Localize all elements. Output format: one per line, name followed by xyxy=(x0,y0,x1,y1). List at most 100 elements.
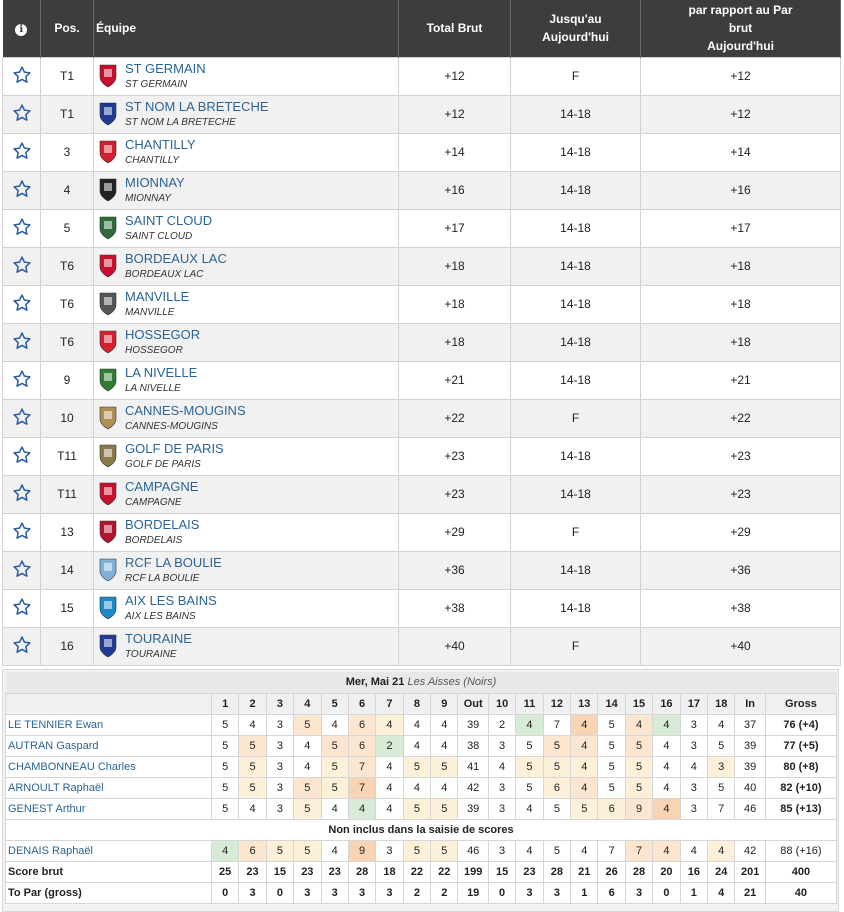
team-header[interactable]: Équipe xyxy=(93,0,399,57)
team-name-link[interactable]: ST GERMAIN xyxy=(125,60,206,76)
favorite-cell[interactable] xyxy=(2,322,41,362)
total-value-cell: 1 xyxy=(570,881,599,904)
favorite-cell[interactable] xyxy=(2,132,41,172)
team-name-link[interactable]: TOURAINE xyxy=(125,630,192,646)
player-row[interactable]: CHAMBONNEAU Charles 5 5 3 4 5 7 4 5 5 41 4 5 5 4 5 5 4 4 3 3… xyxy=(5,755,838,778)
leaderboard-row[interactable]: T1 ST NOM LA BRETECHE ST NOM LA BRETECHE +1… xyxy=(2,94,841,134)
score-cell: 5 xyxy=(624,776,654,799)
favorite-cell[interactable] xyxy=(2,588,41,628)
position-cell: T6 xyxy=(40,322,94,362)
leaderboard-row[interactable]: 13 BORDELAIS BORDELAIS +29 F +29 xyxy=(2,512,841,552)
favorite-cell[interactable] xyxy=(2,246,41,286)
favorite-star-icon[interactable] xyxy=(12,331,32,351)
total-value-cell: 3 xyxy=(624,881,654,904)
team-name-link[interactable]: CHANTILLY xyxy=(125,136,196,152)
favorite-cell[interactable] xyxy=(2,360,41,400)
favorite-cell[interactable] xyxy=(2,170,41,210)
team-name-link[interactable]: LA NIVELLE xyxy=(125,364,198,380)
team-logo-icon xyxy=(97,290,119,318)
team-name-link[interactable]: HOSSEGOR xyxy=(125,326,201,342)
team-name-link[interactable]: BORDEAUX LAC xyxy=(125,250,227,266)
leaderboard-row[interactable]: T11 GOLF DE PARIS GOLF DE PARIS +23 14-18 +23 xyxy=(2,436,841,476)
player-name-link[interactable]: LE TENNIER Ewan xyxy=(5,713,212,736)
favorite-star-icon[interactable] xyxy=(12,445,32,465)
par-header[interactable]: par rapport au Par brut Aujourd'hui xyxy=(640,0,841,57)
leaderboard-row[interactable]: T6 HOSSEGOR HOSSEGOR +18 14-18 +18 xyxy=(2,322,841,362)
total-cell: +29 xyxy=(398,512,511,552)
favorite-cell[interactable] xyxy=(2,474,41,514)
favorite-cell[interactable] xyxy=(2,284,41,324)
team-name-link[interactable]: GOLF DE PARIS xyxy=(125,440,224,456)
leaderboard-row[interactable]: T6 MANVILLE MANVILLE +18 14-18 +18 xyxy=(2,284,841,324)
favorite-star-icon[interactable] xyxy=(12,635,32,655)
team-name-link[interactable]: MIONNAY xyxy=(125,174,185,190)
player-row[interactable]: ARNOULT Raphaël 5 5 3 5 5 7 4 4 4 42 3 5 6 4 5 5 4 3 5 40 82 … xyxy=(5,776,838,799)
leaderboard-row[interactable]: T1 ST GERMAIN ST GERMAIN +12 F +12 xyxy=(2,56,841,96)
favorite-star-icon[interactable] xyxy=(12,293,32,313)
leaderboard-row[interactable]: 4 MIONNAY MIONNAY +16 14-18 +16 xyxy=(2,170,841,210)
player-name-link[interactable]: DENAIS Raphaël xyxy=(5,839,212,862)
favorite-star-icon[interactable] xyxy=(12,369,32,389)
hole-header-cell: 8 xyxy=(402,692,432,715)
team-name-link[interactable]: SAINT CLOUD xyxy=(125,212,213,228)
leaderboard-row[interactable]: 15 AIX LES BAINS AIX LES BAINS +38 14-18 +38 xyxy=(2,588,841,628)
favorite-cell[interactable] xyxy=(2,208,41,248)
favorite-star-icon[interactable] xyxy=(12,521,32,541)
team-text: CAMPAGNE CAMPAGNE xyxy=(125,478,199,509)
thru-cell: F xyxy=(510,626,641,666)
player-row[interactable]: GENEST Arthur 5 4 3 5 4 4 4 5 5 39 3 4 5 5 6 9 4 3 7 46 85 (+… xyxy=(5,797,838,820)
favorite-cell[interactable] xyxy=(2,398,41,438)
favorite-star-icon[interactable] xyxy=(12,597,32,617)
score-cell: 4 xyxy=(238,797,267,820)
leaderboard-row[interactable]: 16 TOURAINE TOURAINE +40 F +40 xyxy=(2,626,841,666)
team-name-link[interactable]: AIX LES BAINS xyxy=(125,592,217,608)
info-header[interactable]: i xyxy=(2,0,41,57)
info-icon[interactable]: i xyxy=(15,24,28,37)
leaderboard-row[interactable]: T6 BORDEAUX LAC BORDEAUX LAC +18 14-18 +18 xyxy=(2,246,841,286)
player-name-link[interactable]: GENEST Arthur xyxy=(5,797,212,820)
favorite-star-icon[interactable] xyxy=(12,179,32,199)
favorite-cell[interactable] xyxy=(2,550,41,590)
favorite-cell[interactable] xyxy=(2,512,41,552)
player-row[interactable]: LE TENNIER Ewan 5 4 3 5 4 6 4 4 4 39 2 4 7 4 5 4 4 3 4 37 76 … xyxy=(5,713,838,736)
player-row[interactable]: AUTRAN Gaspard 5 5 3 4 5 6 2 4 4 38 3 5 5 4 5 5 4 3 5 39 77 (… xyxy=(5,734,838,757)
player-name-link[interactable]: AUTRAN Gaspard xyxy=(5,734,212,757)
favorite-cell[interactable] xyxy=(2,56,41,96)
player-name-link[interactable]: CHAMBONNEAU Charles xyxy=(5,755,212,778)
team-name-link[interactable]: ST NOM LA BRETECHE xyxy=(125,98,269,114)
pos-header[interactable]: Pos. xyxy=(40,0,94,57)
favorite-cell[interactable] xyxy=(2,626,41,666)
team-name-link[interactable]: CAMPAGNE xyxy=(125,478,199,494)
leaderboard-row[interactable]: 9 LA NIVELLE LA NIVELLE +21 14-18 +21 xyxy=(2,360,841,400)
thru-header[interactable]: Jusqu'au Aujourd'hui xyxy=(510,0,641,57)
score-cell: 4 xyxy=(570,755,599,778)
favorite-star-icon[interactable] xyxy=(12,407,32,427)
scorecard-table: Mer, Mai 21 Les Aisses (Noirs) 1 2 3 4 5 6 7 8 9 O… xyxy=(5,672,838,904)
team-name-link[interactable]: RCF LA BOULIE xyxy=(125,554,222,570)
favorite-star-icon[interactable] xyxy=(12,65,32,85)
score-cell: 3 xyxy=(679,797,709,820)
total-header[interactable]: Total Brut xyxy=(398,0,511,57)
favorite-star-icon[interactable] xyxy=(12,217,32,237)
favorite-star-icon[interactable] xyxy=(12,141,32,161)
team-name-link[interactable]: CANNES-MOUGINS xyxy=(125,402,246,418)
team-club-name: MIONNAY xyxy=(125,192,171,204)
player-name-link[interactable]: ARNOULT Raphaël xyxy=(5,776,212,799)
score-cell: 37 xyxy=(734,713,766,736)
leaderboard-row[interactable]: 5 SAINT CLOUD SAINT CLOUD +17 14-18 +17 xyxy=(2,208,841,248)
score-cell: 4 xyxy=(430,713,459,736)
team-name-link[interactable]: MANVILLE xyxy=(125,288,190,304)
favorite-cell[interactable] xyxy=(2,436,41,476)
player-row[interactable]: DENAIS Raphaël 4 6 5 5 4 9 3 5 5 46 3 4 5 4 7 7 4 4 4 42 88 (… xyxy=(5,839,838,862)
favorite-star-icon[interactable] xyxy=(12,255,32,275)
score-cell: 4 xyxy=(430,734,459,757)
leaderboard-row[interactable]: 3 CHANTILLY CHANTILLY +14 14-18 +14 xyxy=(2,132,841,172)
leaderboard-row[interactable]: 14 RCF LA BOULIE RCF LA BOULIE +36 14-18 +36 xyxy=(2,550,841,590)
leaderboard-row[interactable]: 10 CANNES-MOUGINS CANNES-MOUGINS +22 F +22 xyxy=(2,398,841,438)
favorite-star-icon[interactable] xyxy=(12,103,32,123)
favorite-star-icon[interactable] xyxy=(12,559,32,579)
favorite-star-icon[interactable] xyxy=(12,483,32,503)
favorite-cell[interactable] xyxy=(2,94,41,134)
leaderboard-row[interactable]: T11 CAMPAGNE CAMPAGNE +23 14-18 +23 xyxy=(2,474,841,514)
team-name-link[interactable]: BORDELAIS xyxy=(125,516,200,532)
